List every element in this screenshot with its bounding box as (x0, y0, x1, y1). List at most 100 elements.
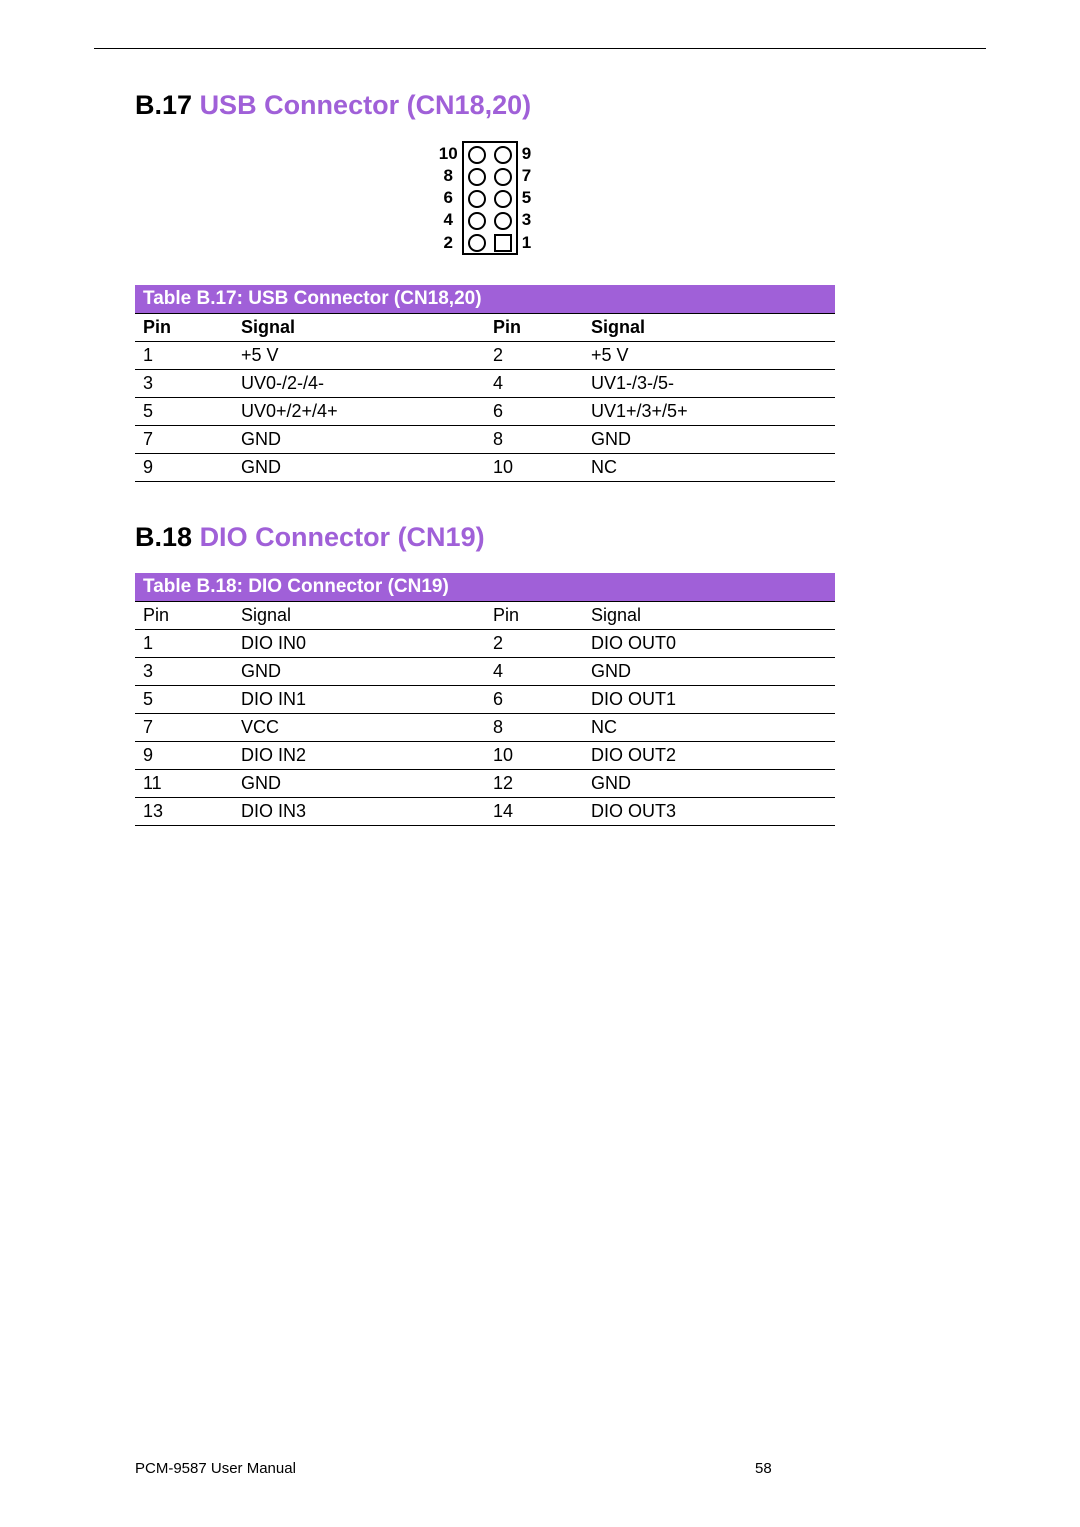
table-row: 9GND10NC (135, 454, 835, 482)
table-caption: Table B.18: DIO Connector (CN19) (135, 573, 835, 602)
table-header-cell: Signal (233, 602, 485, 630)
table-b18: Table B.18: DIO Connector (CN19) PinSign… (135, 573, 835, 826)
table-cell: +5 V (583, 342, 835, 370)
pin-label-right: 5 (517, 187, 535, 209)
table-cell: UV0+/2+/4+ (233, 398, 485, 426)
table-cell: GND (233, 658, 485, 686)
table-header-cell: Pin (135, 602, 233, 630)
table-header-cell: Signal (233, 314, 485, 342)
pin-circle-icon (468, 234, 486, 252)
table-row: 9DIO IN210DIO OUT2 (135, 742, 835, 770)
table-row: 11GND12GND (135, 770, 835, 798)
pin-circle-icon (494, 190, 512, 208)
section-heading-b18: B.18 DIO Connector (CN19) (135, 522, 835, 553)
table-row: 5UV0+/2+/4+6UV1+/3+/5+ (135, 398, 835, 426)
table-cell: 4 (485, 658, 583, 686)
pin-label-right: 3 (517, 209, 535, 231)
table-cell: 2 (485, 630, 583, 658)
page-content: B.17 USB Connector (CN18,20) 10987654321… (135, 90, 835, 866)
table-row: 1DIO IN02DIO OUT0 (135, 630, 835, 658)
table-cell: 7 (135, 426, 233, 454)
table-cell: NC (583, 454, 835, 482)
table-cell: NC (583, 714, 835, 742)
table-cell: DIO OUT1 (583, 686, 835, 714)
table-cell: 9 (135, 742, 233, 770)
table-header-cell: Signal (583, 602, 835, 630)
table-header-cell: Pin (485, 602, 583, 630)
table-cell: UV1-/3-/5- (583, 370, 835, 398)
table-cell: 4 (485, 370, 583, 398)
pin-label-left: 2 (435, 231, 463, 254)
table-cell: 14 (485, 798, 583, 826)
table-cell: 3 (135, 658, 233, 686)
pin-diagram: 10987654321 (135, 141, 835, 255)
table-cell: 6 (485, 686, 583, 714)
table-cell: UV1+/3+/5+ (583, 398, 835, 426)
table-cell: GND (583, 770, 835, 798)
table-row: 5DIO IN16DIO OUT1 (135, 686, 835, 714)
table-row: 3UV0-/2-/4-4UV1-/3-/5- (135, 370, 835, 398)
table-header-cell: Pin (135, 314, 233, 342)
pin-label-right: 1 (517, 231, 535, 254)
footer-manual-name: PCM-9587 User Manual (135, 1460, 755, 1477)
table-cell: 5 (135, 686, 233, 714)
pin-socket (463, 165, 490, 187)
table-cell: GND (583, 658, 835, 686)
table-cell: 8 (485, 714, 583, 742)
section-number: B.18 (135, 522, 192, 552)
table-cell: DIO IN3 (233, 798, 485, 826)
table-b17: Table B.17: USB Connector (CN18,20) PinS… (135, 285, 835, 482)
pin-label-left: 4 (435, 209, 463, 231)
pin-circle-icon (468, 212, 486, 230)
table-cell: +5 V (233, 342, 485, 370)
table-cell: 11 (135, 770, 233, 798)
pin-socket (463, 142, 490, 165)
pin-socket (490, 142, 517, 165)
table-cell: GND (233, 770, 485, 798)
pin-socket (463, 187, 490, 209)
section-title: DIO Connector (CN19) (200, 522, 485, 552)
pin-label-right: 7 (517, 165, 535, 187)
table-cell: 10 (485, 454, 583, 482)
pin-square-icon (494, 234, 512, 252)
table-cell: 5 (135, 398, 233, 426)
table-cell: DIO OUT0 (583, 630, 835, 658)
pin-circle-icon (468, 146, 486, 164)
table-cell: 13 (135, 798, 233, 826)
table-cell: 8 (485, 426, 583, 454)
section-number: B.17 (135, 90, 192, 120)
pin-socket (463, 231, 490, 254)
table-cell: DIO IN2 (233, 742, 485, 770)
table-cell: 3 (135, 370, 233, 398)
table-cell: 1 (135, 630, 233, 658)
pin-circle-icon (468, 190, 486, 208)
table-header-cell: Signal (583, 314, 835, 342)
table-cell: GND (233, 426, 485, 454)
pin-socket (490, 209, 517, 231)
pin-circle-icon (494, 146, 512, 164)
pin-label-right: 9 (517, 142, 535, 165)
footer-page-number: 58 (755, 1460, 835, 1477)
table-row: 7GND8GND (135, 426, 835, 454)
pin-label-left: 10 (435, 142, 463, 165)
page-footer: PCM-9587 User Manual 58 (135, 1460, 835, 1477)
table-cell: 2 (485, 342, 583, 370)
table-row: 3GND4GND (135, 658, 835, 686)
table-row: 13DIO IN314DIO OUT3 (135, 798, 835, 826)
pin-diagram-table: 10987654321 (435, 141, 535, 255)
table-cell: VCC (233, 714, 485, 742)
pin-socket (490, 187, 517, 209)
top-rule (94, 48, 986, 49)
pin-socket (490, 165, 517, 187)
table-cell: 10 (485, 742, 583, 770)
table-cell: 7 (135, 714, 233, 742)
section-title: USB Connector (CN18,20) (200, 90, 532, 120)
pin-circle-icon (468, 168, 486, 186)
table-cell: 6 (485, 398, 583, 426)
table-header-row: PinSignalPinSignal (135, 602, 835, 630)
pin-circle-icon (494, 212, 512, 230)
table-cell: GND (583, 426, 835, 454)
table-cell: 12 (485, 770, 583, 798)
table-cell: DIO OUT3 (583, 798, 835, 826)
table-header-cell: Pin (485, 314, 583, 342)
